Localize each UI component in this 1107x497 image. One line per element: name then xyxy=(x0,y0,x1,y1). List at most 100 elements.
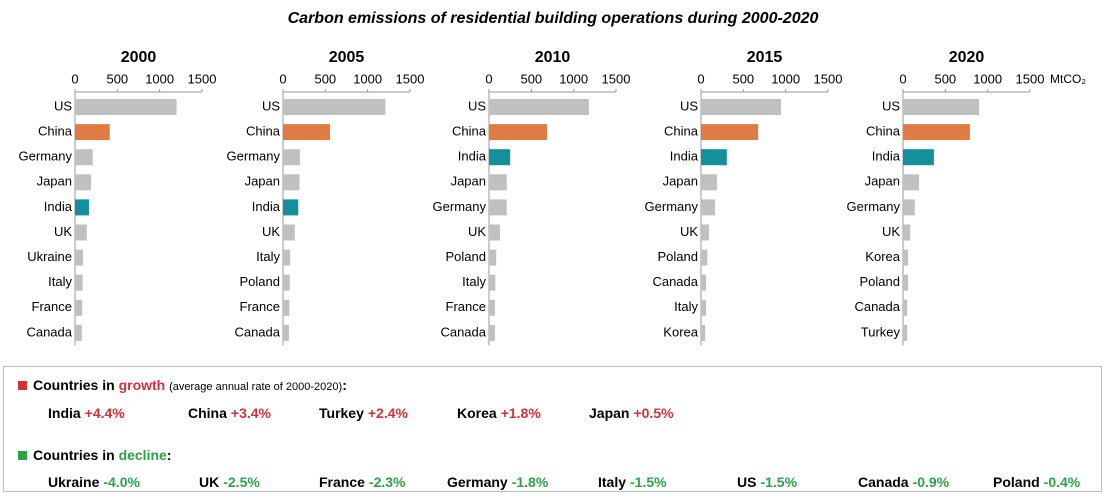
bar xyxy=(489,124,547,141)
y-tick-label: Ukraine xyxy=(27,249,72,264)
y-tick-label: UK xyxy=(54,224,72,239)
y-tick-label: Poland xyxy=(860,274,900,289)
y-tick-label: Poland xyxy=(240,274,280,289)
bar xyxy=(489,249,497,266)
y-tick-label: China xyxy=(664,124,699,139)
y-tick-label: US xyxy=(262,98,280,113)
bar xyxy=(283,124,330,141)
bar xyxy=(701,199,715,216)
y-tick-label: Canada xyxy=(234,324,280,339)
country: Poland xyxy=(993,474,1040,490)
country: France xyxy=(319,474,365,490)
bar xyxy=(903,274,909,291)
bar xyxy=(75,149,93,166)
y-tick-label: Germany xyxy=(227,149,281,164)
bar xyxy=(283,224,295,241)
x-tick-label: 1000 xyxy=(973,71,1002,86)
decline-marker xyxy=(18,451,27,460)
bar xyxy=(903,124,970,141)
heading-prefix: Countries in xyxy=(33,377,115,393)
bar xyxy=(75,124,110,141)
subplot-title: 2010 xyxy=(535,49,571,66)
y-tick-label: Poland xyxy=(446,249,486,264)
rate: +3.4% xyxy=(230,405,271,421)
y-tick-label: India xyxy=(44,199,73,214)
y-tick-label: France xyxy=(446,299,486,314)
bar xyxy=(903,299,908,316)
bar xyxy=(701,324,706,341)
y-tick-label: India xyxy=(670,149,699,164)
bar xyxy=(701,124,759,141)
subplot-title: 2015 xyxy=(747,49,783,66)
country: Ukraine xyxy=(48,474,100,490)
y-tick-label: Germany xyxy=(433,199,487,214)
bar xyxy=(75,224,87,241)
y-tick-label: Canada xyxy=(26,324,72,339)
x-tick-label: 1500 xyxy=(814,71,843,86)
bar xyxy=(701,224,710,241)
y-tick-label: China xyxy=(452,124,487,139)
y-tick-label: Korea xyxy=(865,249,900,264)
bar xyxy=(283,199,299,216)
bar xyxy=(75,99,177,115)
bar xyxy=(283,249,291,266)
y-tick-label: UK xyxy=(468,224,486,239)
heading-note: (average annual rate of 2000-2020) xyxy=(169,381,343,393)
rate: +0.5% xyxy=(633,405,674,421)
subplot-title: 2000 xyxy=(121,49,157,66)
growth-item: Korea +1.8% xyxy=(457,405,541,421)
y-tick-label: Germany xyxy=(645,199,699,214)
y-tick-label: UK xyxy=(680,224,698,239)
bar xyxy=(903,249,909,266)
bar xyxy=(489,224,501,241)
bar xyxy=(701,174,718,191)
legend-box: Countries in growth (average annual rate… xyxy=(3,366,1102,492)
bar xyxy=(489,149,511,166)
y-tick-label: Japan xyxy=(245,174,280,189)
country: Germany xyxy=(447,474,508,490)
y-tick-label: US xyxy=(54,98,72,113)
bar xyxy=(283,274,290,291)
y-tick-label: Korea xyxy=(663,324,698,339)
y-tick-label: Canada xyxy=(652,274,698,289)
x-tick-label: 1000 xyxy=(145,71,174,86)
y-tick-label: UK xyxy=(262,224,280,239)
y-tick-label: China xyxy=(866,124,901,139)
bar xyxy=(283,324,289,341)
bar xyxy=(701,149,727,166)
country: Turkey xyxy=(319,405,364,421)
y-tick-label: Italy xyxy=(674,299,698,314)
y-tick-label: Italy xyxy=(48,274,72,289)
bar xyxy=(75,174,92,191)
chart: Carbon emissions of residential building… xyxy=(19,10,1086,346)
decline-item: Germany -1.8% xyxy=(447,474,548,490)
x-tick-label: 500 xyxy=(934,71,956,86)
y-tick-label: China xyxy=(246,124,281,139)
chart-title: Carbon emissions of residential building… xyxy=(288,10,819,27)
decline-item: US -1.5% xyxy=(737,474,797,490)
bar xyxy=(489,299,495,316)
y-tick-label: India xyxy=(458,149,487,164)
decline-item: Ukraine -4.0% xyxy=(48,474,140,490)
bar xyxy=(75,324,82,341)
heading-keyword: growth xyxy=(118,377,166,393)
rate: -1.8% xyxy=(511,474,549,490)
rate: -2.3% xyxy=(368,474,406,490)
bar xyxy=(283,149,300,166)
bar xyxy=(489,274,496,291)
x-tick-label: 0 xyxy=(71,71,78,86)
x-tick-label: 0 xyxy=(697,71,704,86)
bar xyxy=(283,99,386,115)
country: UK xyxy=(199,474,220,490)
bar xyxy=(701,249,708,266)
rate: +4.4% xyxy=(84,405,125,421)
x-tick-label: 1500 xyxy=(396,71,425,86)
x-tick-label: 0 xyxy=(899,71,906,86)
y-tick-label: India xyxy=(252,199,281,214)
rate: -0.4% xyxy=(1043,474,1081,490)
bar xyxy=(489,324,495,341)
heading-suffix: : xyxy=(166,447,172,463)
y-tick-label: France xyxy=(32,299,72,314)
y-tick-label: Japan xyxy=(865,174,900,189)
bar xyxy=(903,99,980,115)
